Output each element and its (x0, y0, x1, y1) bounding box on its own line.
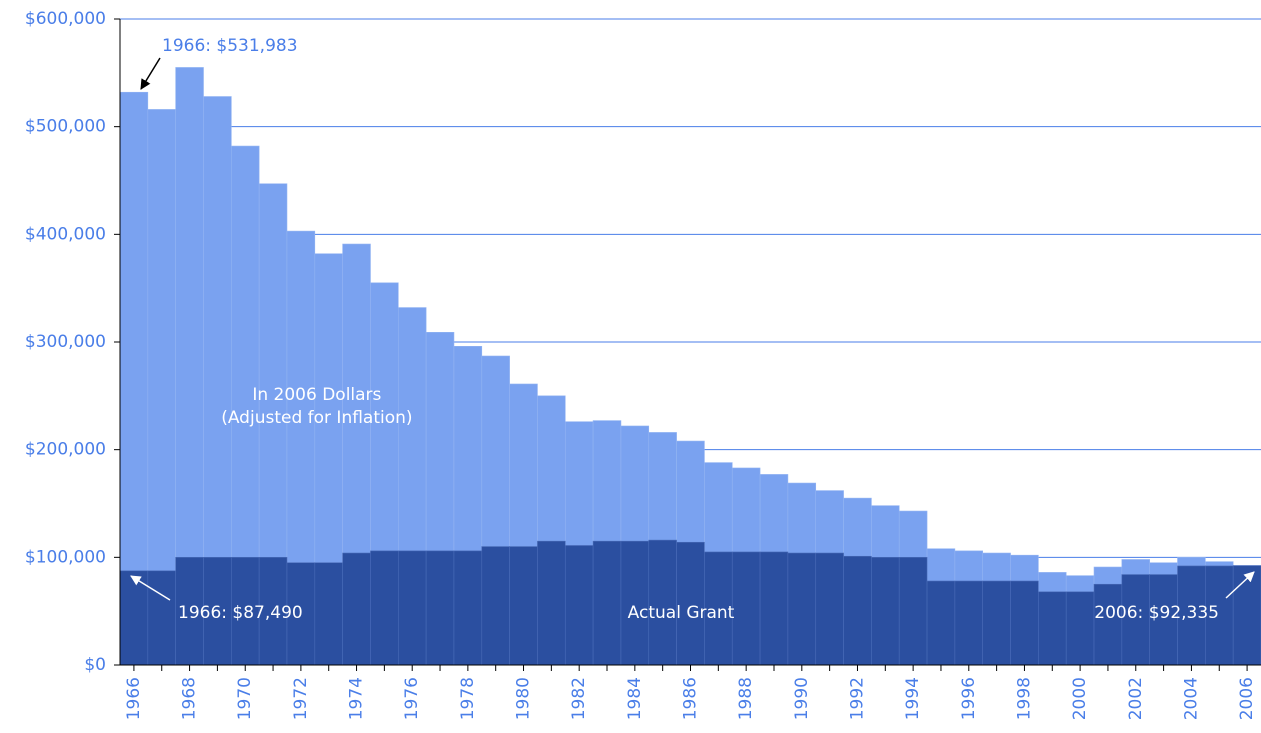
bar (676, 541, 705, 666)
x-tick-label: 1978 (458, 677, 478, 720)
y-tick-label: $300,000 (25, 332, 106, 352)
x-tick-label: 1984 (625, 677, 645, 720)
x-tick-label: 1968 (180, 677, 200, 720)
x-tick-label: 1976 (402, 677, 422, 720)
annotation-arrow (140, 57, 161, 90)
x-tick-label: 1998 (1014, 677, 1034, 720)
bar (1038, 591, 1067, 666)
y-tick-label: $200,000 (25, 440, 106, 460)
bar (453, 550, 483, 666)
annotation: 1966: $87,490 (178, 603, 303, 623)
bar (370, 550, 399, 666)
y-tick-label: $600,000 (25, 9, 106, 29)
bar (1010, 580, 1039, 666)
annotation-arrow (1225, 571, 1255, 599)
bar (731, 551, 761, 666)
bar (537, 540, 566, 666)
bar (1065, 591, 1095, 666)
y-tick-label: $400,000 (25, 224, 106, 244)
x-tick-label: 1994 (903, 677, 923, 720)
x-tick-label: 1974 (347, 677, 367, 720)
bar (787, 552, 817, 666)
x-tick-label: 1972 (291, 677, 311, 720)
bar (314, 562, 343, 666)
bar (1093, 583, 1123, 666)
series-note: (Adjusted for Inflation) (221, 408, 412, 428)
x-tick-label: 2004 (1181, 677, 1201, 720)
bar (147, 570, 176, 666)
x-tick-label: 1970 (235, 677, 255, 720)
bar (954, 580, 984, 666)
bar (119, 570, 149, 666)
x-tick-label: 1980 (514, 677, 534, 720)
x-tick-label: 1990 (792, 677, 812, 720)
bar (648, 539, 677, 666)
annotation: 2006: $92,335 (1094, 603, 1219, 623)
x-tick-label: 1986 (681, 677, 701, 720)
bar (1177, 565, 1206, 666)
bar (982, 580, 1011, 666)
bar (1205, 565, 1234, 666)
bar (871, 557, 900, 666)
bar (843, 555, 872, 666)
bar (231, 557, 260, 666)
bar (620, 540, 650, 666)
bar (1149, 574, 1178, 666)
bar (342, 552, 371, 666)
annotation-arrow (130, 575, 171, 601)
bar (564, 545, 594, 666)
y-tick-label: $100,000 (25, 547, 106, 567)
annotation: 1966: $531,983 (162, 36, 298, 56)
bar (815, 552, 844, 666)
bar (509, 546, 538, 666)
x-tick-label: 1982 (569, 677, 589, 720)
series-label: Actual Grant (628, 603, 735, 623)
bar (592, 540, 622, 666)
bar (258, 557, 288, 666)
bar (759, 551, 789, 666)
bar (425, 550, 455, 666)
x-tick-label: 2000 (1070, 677, 1090, 720)
bar (926, 580, 956, 666)
bar (704, 551, 733, 666)
x-tick-label: 1988 (736, 677, 756, 720)
x-tick-label: 1966 (124, 677, 144, 720)
x-tick-label: 1992 (847, 677, 867, 720)
series-label: In 2006 Dollars (252, 385, 381, 405)
x-tick-label: 2006 (1237, 677, 1257, 720)
bar (481, 546, 510, 666)
y-tick-label: $500,000 (25, 117, 106, 137)
x-tick-label: 1996 (959, 677, 979, 720)
bar (1121, 574, 1150, 666)
bar (1232, 565, 1261, 666)
x-tick-label: 2002 (1126, 677, 1146, 720)
bar (898, 557, 928, 666)
bar (203, 557, 232, 666)
bar (397, 550, 427, 666)
bar (175, 557, 204, 666)
y-tick-label: $0 (84, 655, 106, 675)
